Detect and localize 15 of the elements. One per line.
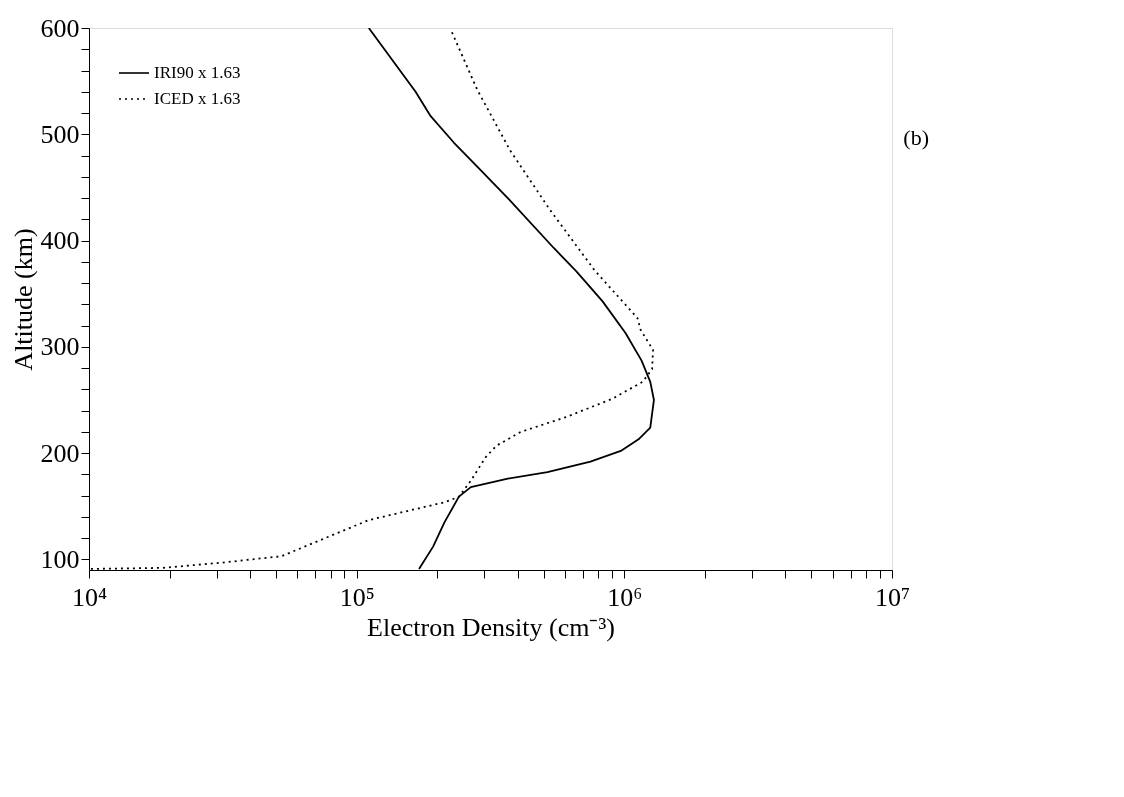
y-tick-label: 200 [40,438,80,468]
legend-label: IRI90 x 1.63 [154,63,241,82]
y-tick-label: 300 [40,332,80,362]
x-tick-label: 10⁶ [607,582,643,612]
y-axis-title: Altitude (km) [8,228,38,371]
y-tick-label: 400 [40,226,80,256]
x-tick-label: 10⁴ [71,582,108,612]
text: (b) [903,125,929,150]
x-tick-label: 10⁷ [874,582,911,612]
x-tick-label: 10⁵ [339,582,375,612]
y-tick-label: 600 [40,13,80,43]
y-tick-label: 500 [40,119,80,149]
x-axis-title: Electron Density (cm⁻³) [367,612,615,642]
y-tick-label: 100 [40,544,80,574]
legend-label: ICED x 1.63 [154,89,241,108]
